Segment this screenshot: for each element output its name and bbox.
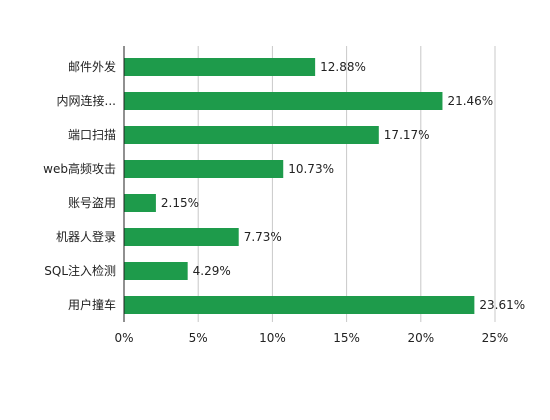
bar [124, 262, 188, 280]
bar [124, 126, 379, 144]
value-label: 12.88% [320, 60, 366, 74]
value-label: 17.17% [384, 128, 430, 142]
value-label: 21.46% [447, 94, 493, 108]
value-label: 23.61% [479, 298, 525, 312]
value-label: 2.15% [161, 196, 199, 210]
bar [124, 92, 443, 110]
x-tick-label: 0% [114, 331, 133, 345]
category-label: 用户撞车 [68, 297, 116, 312]
bar [124, 228, 239, 246]
category-label: 端口扫描 [68, 128, 116, 142]
x-tick-label: 20% [407, 331, 434, 345]
x-tick-label: 15% [333, 331, 360, 345]
value-label: 10.73% [288, 162, 334, 176]
value-label: 4.29% [193, 264, 231, 278]
bar [124, 296, 475, 314]
bar [124, 58, 316, 76]
x-tick-label: 10% [259, 331, 286, 345]
bar [124, 160, 284, 178]
x-tick-label: 25% [482, 331, 509, 345]
category-label: web高频攻击 [43, 161, 116, 176]
labels: 0% 5% 10% 15% 20% 25% 邮件外发 12.88% 内网连接... 21.46% 端… [43, 59, 525, 345]
value-label: 7.73% [244, 230, 282, 244]
x-tick-label: 5% [189, 331, 208, 345]
gridlines [197, 46, 496, 322]
bar [124, 194, 156, 212]
category-label: SQL注入检测 [44, 263, 116, 278]
category-label: 内网连接... [57, 93, 116, 108]
bars [124, 58, 475, 314]
category-label: 邮件外发 [68, 59, 116, 74]
category-label: 机器人登录 [56, 229, 116, 244]
category-label: 账号盗用 [68, 195, 116, 210]
